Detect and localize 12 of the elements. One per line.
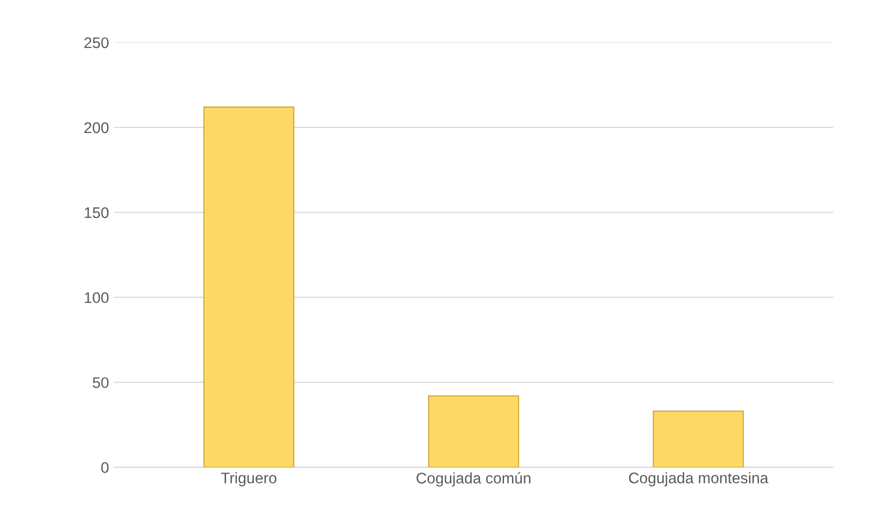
bar	[203, 106, 294, 468]
y-tick-label: 0	[101, 462, 109, 473]
bar	[428, 395, 520, 468]
x-tick-label: Triguero	[221, 472, 276, 486]
y-tick-label: 150	[84, 207, 109, 218]
y-tick-label: 250	[84, 37, 109, 48]
x-tick-label: Cogujada montesina	[629, 472, 768, 486]
bar	[652, 410, 744, 468]
y-tick-label: 100	[84, 292, 109, 304]
y-tick-label: 50	[92, 377, 109, 388]
x-tick-label: Cogujada común	[416, 472, 530, 487]
y-tick-label: 200	[84, 122, 109, 134]
